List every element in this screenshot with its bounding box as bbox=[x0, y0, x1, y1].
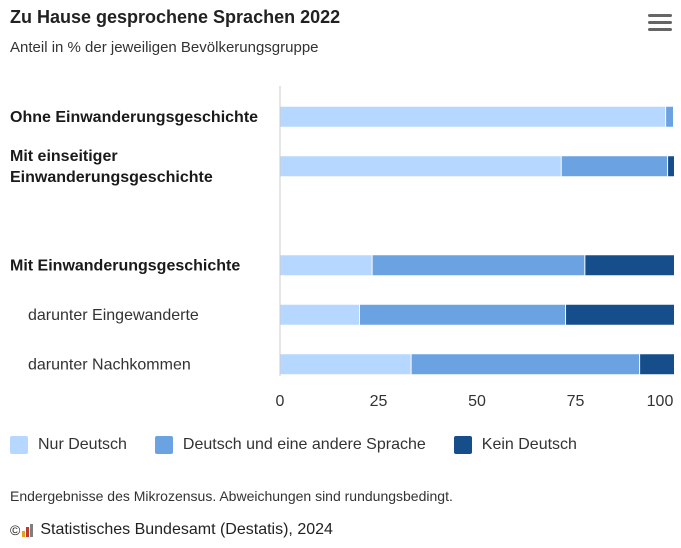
legend-item-nur-deutsch[interactable]: Nur Deutsch bbox=[10, 436, 127, 454]
chart-title: Zu Hause gesprochene Sprachen 2022 bbox=[10, 7, 341, 27]
bar-segment bbox=[640, 354, 674, 375]
chart-subtitle: Anteil in % der jeweiligen Bevölkerungsg… bbox=[10, 39, 319, 56]
bar-segment bbox=[666, 106, 673, 127]
category-label: Mit Einwanderungsgeschichte bbox=[10, 257, 240, 274]
x-tick-label: 25 bbox=[370, 393, 388, 410]
bar-segment bbox=[359, 304, 566, 325]
bar-segment bbox=[280, 255, 372, 276]
destatis-logo-icon bbox=[22, 523, 34, 537]
x-tick-label: 100 bbox=[647, 393, 674, 410]
bar-segment bbox=[280, 156, 561, 177]
legend-label: Deutsch und eine andere Sprache bbox=[182, 436, 426, 453]
bar-chart: Ohne Einwanderungsgeschichte Mit einseiti… bbox=[10, 86, 674, 410]
bar-segment bbox=[411, 354, 640, 375]
legend-item-deutsch-und-andere[interactable]: Deutsch und eine andere Sprache bbox=[154, 436, 426, 454]
category-label: Einwanderungsgeschichte bbox=[10, 169, 213, 186]
x-tick-label: 75 bbox=[567, 393, 585, 410]
legend-item-kein-deutsch[interactable]: Kein Deutsch bbox=[453, 436, 577, 454]
legend-label: Kein Deutsch bbox=[481, 436, 577, 453]
copyright-symbol: © bbox=[10, 522, 21, 538]
footnote: Endergebnisse des Mikrozensus. Abweichun… bbox=[10, 488, 453, 504]
chart-legend: Nur Deutsch Deutsch und eine andere Spra… bbox=[10, 436, 605, 454]
legend-swatch bbox=[453, 436, 472, 454]
source-line: © Statistisches Bundesamt (Destatis), 20… bbox=[10, 521, 333, 539]
category-label: darunter Nachkommen bbox=[28, 356, 191, 373]
legend-swatch bbox=[10, 436, 28, 454]
bar-segment bbox=[280, 106, 666, 127]
category-label: darunter Eingewanderte bbox=[28, 307, 199, 324]
x-tick-label: 50 bbox=[468, 393, 486, 410]
category-label: Mit einseitiger bbox=[10, 148, 118, 165]
bar-segment bbox=[280, 354, 411, 375]
x-tick-label: 0 bbox=[276, 393, 285, 410]
category-label: Ohne Einwanderungsgeschichte bbox=[10, 109, 258, 126]
bar-segment bbox=[561, 156, 668, 177]
bar-segment bbox=[585, 255, 674, 276]
bar-segment bbox=[372, 255, 585, 276]
bar-segment bbox=[566, 304, 674, 325]
legend-swatch bbox=[154, 436, 173, 454]
legend-label: Nur Deutsch bbox=[38, 436, 127, 453]
source-text: Statistisches Bundesamt (Destatis), 2024 bbox=[40, 521, 333, 538]
hamburger-menu-icon[interactable] bbox=[646, 14, 674, 38]
bar-segment bbox=[668, 156, 674, 177]
bar-segment bbox=[280, 304, 359, 325]
